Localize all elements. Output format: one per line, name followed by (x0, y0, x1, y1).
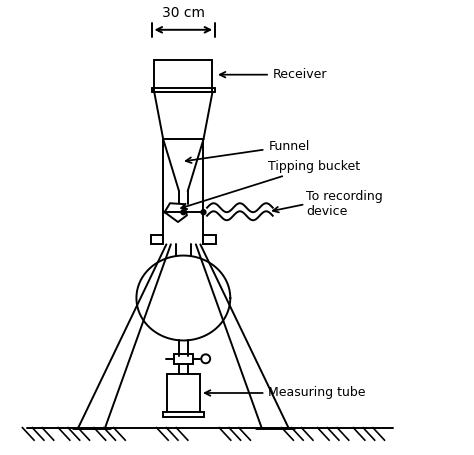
Text: Funnel: Funnel (186, 140, 310, 163)
Text: Receiver: Receiver (220, 68, 327, 81)
Text: 30 cm: 30 cm (162, 6, 205, 20)
Bar (155, 60, 212, 92)
Bar (151, 234, 163, 244)
Polygon shape (164, 203, 187, 222)
Text: Measuring tube: Measuring tube (205, 386, 366, 399)
Text: To recording
device: To recording device (306, 190, 383, 218)
Text: Tipping bucket: Tipping bucket (181, 160, 360, 209)
Bar (163, 412, 204, 417)
Circle shape (201, 210, 206, 215)
Bar (203, 234, 216, 244)
Bar (166, 374, 200, 412)
Bar (173, 354, 193, 364)
Circle shape (181, 210, 186, 215)
